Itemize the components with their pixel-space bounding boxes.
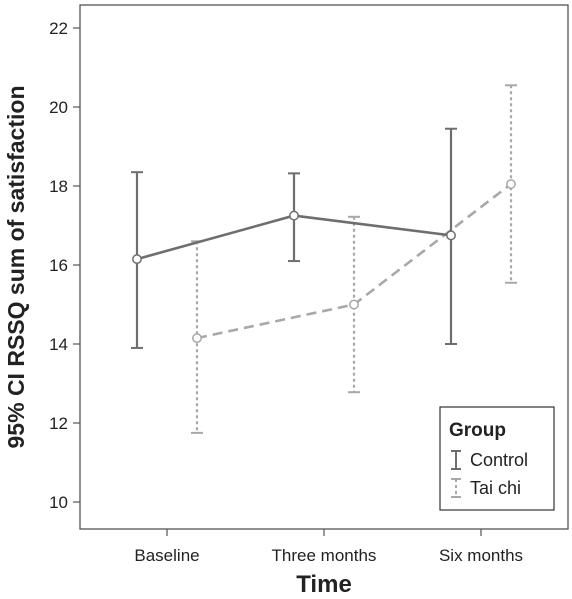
- data-point: [192, 333, 202, 344]
- x-axis-title: Time: [296, 571, 352, 598]
- legend-item-control: Control: [451, 450, 528, 470]
- legend: Group Control Tai chi: [439, 406, 555, 511]
- legend-label: Control: [470, 450, 528, 470]
- y-axis: 10 12 14 16 18 20 22: [49, 19, 80, 512]
- x-tick-label: Six months: [439, 546, 523, 565]
- series-tai-chi: [191, 84, 517, 434]
- x-tick-label: Baseline: [134, 546, 199, 565]
- series-control: [131, 127, 457, 349]
- data-point: [506, 179, 516, 189]
- y-tick-label: 10: [49, 493, 68, 512]
- legend-title: Group: [449, 420, 506, 441]
- legend-box: [439, 406, 555, 511]
- y-tick-label: 20: [49, 98, 68, 117]
- y-axis-title: 95% CI RSSQ sum of satisfaction: [3, 86, 29, 449]
- y-tick-label: 14: [49, 335, 68, 354]
- legend-item-tai-chi: Tai chi: [451, 478, 521, 498]
- y-tick-label: 18: [49, 177, 68, 196]
- data-point: [349, 299, 359, 310]
- y-tick-label: 16: [49, 256, 68, 275]
- series-layer: [131, 84, 517, 434]
- data-point: [132, 254, 142, 265]
- data-point: [446, 230, 456, 241]
- x-tick-label: Three months: [272, 546, 377, 565]
- y-tick-label: 12: [49, 414, 68, 433]
- legend-label: Tai chi: [470, 478, 521, 498]
- x-axis: Baseline Three months Six months: [134, 529, 523, 565]
- data-point: [289, 210, 299, 221]
- y-tick-label: 22: [49, 19, 68, 38]
